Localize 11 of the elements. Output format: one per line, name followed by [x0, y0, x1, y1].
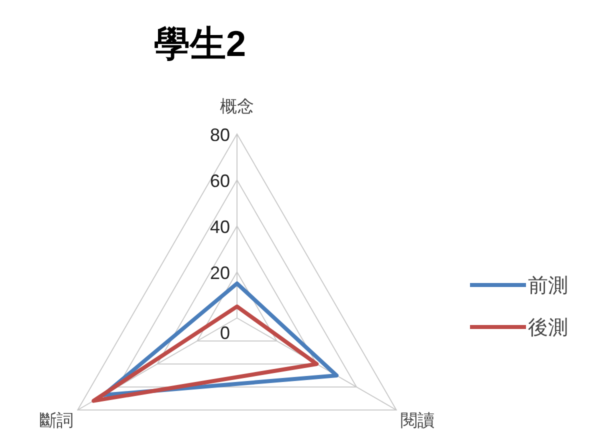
- legend-label: 後測: [528, 317, 568, 339]
- spoke-label: 概念: [220, 97, 254, 116]
- spoke-label: 斷詞: [40, 411, 74, 430]
- y-tick-label: 80: [210, 125, 230, 145]
- y-tick-label: 0: [220, 323, 230, 343]
- y-tick-label: 20: [210, 263, 230, 283]
- y-tick-label: 60: [210, 171, 230, 191]
- chart-title: 學生2: [154, 23, 246, 64]
- legend-label: 前測: [528, 275, 568, 297]
- spoke-label: 閱讀: [400, 411, 434, 430]
- y-tick-label: 40: [210, 217, 230, 237]
